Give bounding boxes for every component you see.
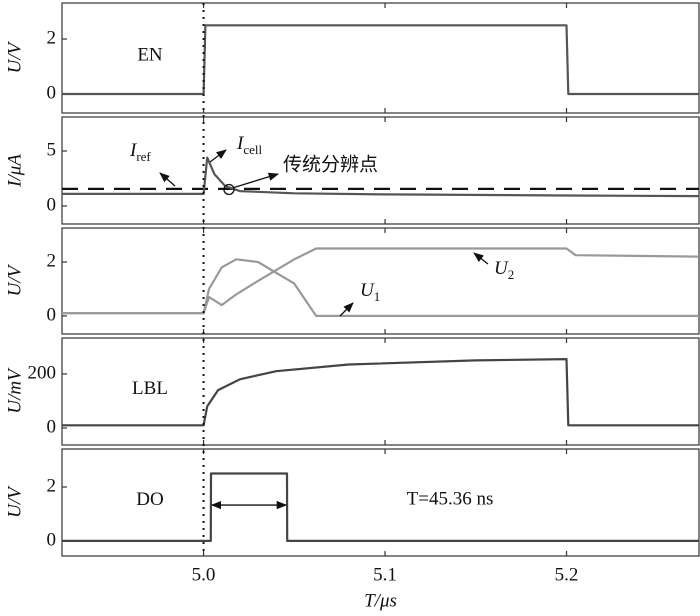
annotation: T=45.36 ns bbox=[407, 488, 494, 509]
y-axis-label: U/V bbox=[4, 485, 25, 518]
y-tick-label: 2 bbox=[47, 475, 57, 496]
panel-frame bbox=[61, 337, 700, 446]
series-line bbox=[62, 258, 699, 317]
panel-frame bbox=[61, 2, 700, 114]
series-line bbox=[62, 358, 699, 427]
annotation-sub: 1 bbox=[374, 289, 381, 304]
annotation-sub: 2 bbox=[508, 267, 515, 282]
panel-frame bbox=[61, 227, 700, 335]
panel-label: EN bbox=[137, 44, 163, 65]
arrow bbox=[159, 172, 176, 187]
series-line bbox=[62, 24, 699, 96]
panel-frame bbox=[61, 116, 700, 225]
y-tick-label: 0 bbox=[47, 304, 57, 325]
arrow bbox=[233, 172, 279, 189]
annotation: U2 bbox=[494, 258, 514, 282]
annotation-main: U bbox=[494, 258, 509, 279]
x-tick-label: 5.2 bbox=[555, 564, 579, 585]
annotation: Icell bbox=[236, 133, 262, 157]
arrow bbox=[339, 302, 354, 317]
panel-label: LBL bbox=[132, 378, 168, 399]
x-tick-label: 5.0 bbox=[192, 564, 216, 585]
arrow bbox=[473, 252, 489, 265]
annotation-main: U bbox=[360, 280, 375, 301]
y-tick-label: 0 bbox=[47, 194, 57, 215]
y-tick-label: 5 bbox=[47, 139, 57, 160]
series-line bbox=[62, 472, 699, 542]
arrow bbox=[209, 149, 227, 163]
resolve-point bbox=[223, 183, 235, 196]
y-tick-label: 200 bbox=[28, 362, 57, 383]
y-tick-label: 0 bbox=[47, 416, 57, 437]
y-tick-label: 0 bbox=[47, 82, 57, 103]
series-line bbox=[62, 247, 700, 315]
y-tick-label: 0 bbox=[47, 529, 57, 550]
y-axis-label: U/V bbox=[4, 40, 25, 73]
annotation-sub: cell bbox=[243, 142, 262, 157]
annotation: U1 bbox=[360, 280, 380, 304]
y-tick-label: 2 bbox=[47, 250, 57, 271]
x-axis-label: T/μs bbox=[364, 590, 397, 611]
panel-frame bbox=[61, 448, 700, 557]
annotation-sub: ref bbox=[136, 149, 151, 164]
annotation: 传统分辨点 bbox=[283, 153, 378, 175]
panel-label: DO bbox=[136, 489, 163, 510]
annotation-main: I bbox=[236, 133, 245, 154]
series-line bbox=[62, 156, 700, 198]
y-axis-label: U/V bbox=[4, 263, 25, 296]
annotation: Iref bbox=[129, 140, 151, 164]
y-tick-label: 2 bbox=[47, 27, 57, 48]
y-axis-label: I/μA bbox=[4, 154, 25, 188]
x-tick-label: 5.1 bbox=[373, 564, 397, 585]
y-axis-label: U/mV bbox=[4, 367, 25, 414]
annotation-main: I bbox=[129, 140, 138, 161]
